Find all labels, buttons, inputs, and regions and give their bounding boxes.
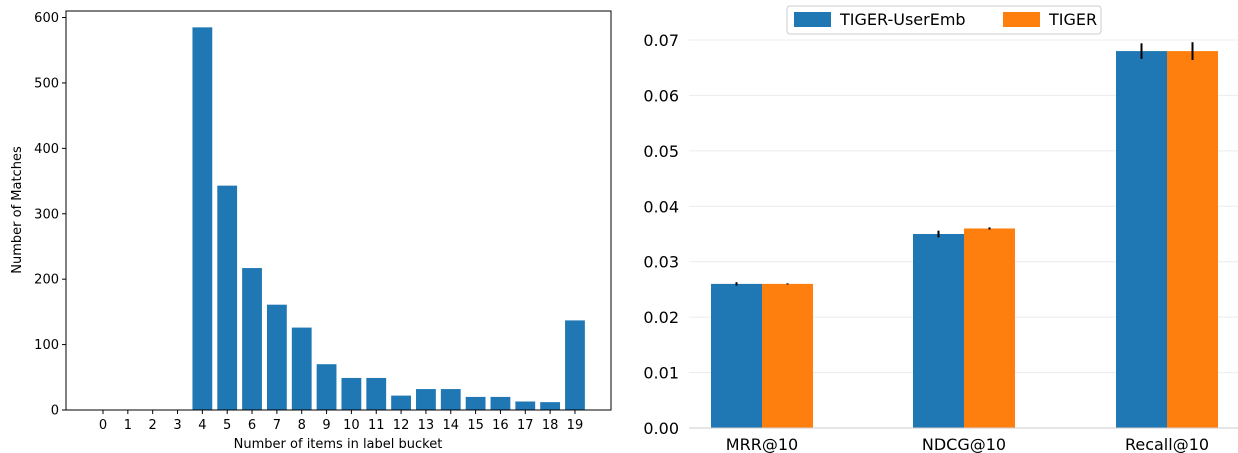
left-bar-5 <box>217 185 238 410</box>
right-bar-tiger-useremb-recall-10 <box>1116 51 1167 428</box>
left-plot-frame <box>65 10 612 411</box>
right-bar-tiger-useremb-mrr-10 <box>711 283 762 428</box>
left-y-axis-label: Number of Matches <box>10 146 25 274</box>
left-bar-13 <box>416 389 436 410</box>
left-x-tick-label: 14 <box>442 418 459 433</box>
left-bar-7 <box>266 304 287 410</box>
metrics-bar-chart: 0.00 0.01 0.02 0.03 0.04 0.05 0.06 0.07 MRR@10 N… <box>643 5 1238 453</box>
left-bar-10 <box>341 377 362 410</box>
left-x-tick-label: 2 <box>149 418 157 433</box>
legend-label-tiger-useremb: TIGER-UserEmb <box>839 10 966 29</box>
right-y-tick-label: 0.04 <box>643 197 679 216</box>
left-bar-8 <box>291 327 312 410</box>
left-x-tick-label: 0 <box>99 418 107 433</box>
right-y-tick-label: 0.01 <box>643 364 679 383</box>
left-x-tick-label: 8 <box>298 418 306 433</box>
right-bar-tiger-recall-10 <box>1167 51 1218 428</box>
left-x-tick-label: 7 <box>273 418 281 433</box>
left-bar-11 <box>366 377 387 410</box>
left-x-axis-label: Number of items in label bucket <box>234 437 443 452</box>
left-bar-19 <box>565 320 585 410</box>
right-y-tick-label: 0.03 <box>643 253 679 272</box>
left-x-tick-label: 5 <box>223 418 231 433</box>
left-x-tick-label: 9 <box>322 418 330 433</box>
left-y-tick-label: 0 <box>51 404 59 419</box>
right-y-tick-label: 0.06 <box>643 86 679 105</box>
left-y-tick-label: 300 <box>34 207 59 222</box>
left-x-tick-label: 18 <box>542 418 559 433</box>
left-x-tick-label: 19 <box>567 418 584 433</box>
right-x-tick-label: Recall@10 <box>1125 435 1209 453</box>
left-y-tick-label: 100 <box>34 338 59 353</box>
right-bar-tiger-ndcg-10 <box>964 228 1015 428</box>
right-y-tick-label: 0.00 <box>643 419 679 438</box>
right-x-tick-label: NDCG@10 <box>922 435 1006 453</box>
left-x-tick-label: 13 <box>418 418 435 433</box>
left-bar-18 <box>540 402 561 410</box>
left-y-tick-label: 200 <box>34 273 59 288</box>
right-bar-tiger-useremb-ndcg-10 <box>913 234 964 428</box>
legend: TIGER-UserEmb TIGER <box>786 5 1102 35</box>
left-bar-9 <box>316 364 337 410</box>
left-y-tick-label: 600 <box>34 11 59 26</box>
right-x-tick-label: MRR@10 <box>726 435 798 453</box>
left-bar-12 <box>391 395 411 410</box>
right-y-tick-label: 0.02 <box>643 308 679 327</box>
right-y-tick-label: 0.05 <box>643 142 679 161</box>
right-bar-tiger-mrr-10 <box>762 283 813 428</box>
left-x-tick-label: 10 <box>343 418 360 433</box>
left-x-tick-label: 11 <box>368 418 385 433</box>
left-bar-4 <box>192 27 213 411</box>
left-bar-15 <box>465 396 486 410</box>
left-x-tick-label: 15 <box>467 418 484 433</box>
left-bar-6 <box>242 268 262 410</box>
legend-swatch-tiger-useremb <box>794 12 831 27</box>
legend-label-tiger: TIGER <box>1048 10 1097 29</box>
left-y-tick-label: 500 <box>34 76 59 91</box>
left-bar-16 <box>490 396 511 410</box>
left-x-tick-label: 4 <box>198 418 206 433</box>
left-x-tick-label: 12 <box>393 418 410 433</box>
left-x-tick-label: 16 <box>492 418 509 433</box>
left-x-tick-label: 3 <box>173 418 181 433</box>
left-x-tick-label: 17 <box>517 418 534 433</box>
left-bar-17 <box>515 401 536 410</box>
left-x-tick-label: 6 <box>248 418 256 433</box>
left-bar-14 <box>440 389 461 410</box>
left-y-tick-label: 400 <box>34 142 59 157</box>
legend-swatch-tiger <box>1003 12 1040 27</box>
right-y-tick-label: 0.07 <box>643 31 679 50</box>
left-x-tick-label: 1 <box>124 418 132 433</box>
